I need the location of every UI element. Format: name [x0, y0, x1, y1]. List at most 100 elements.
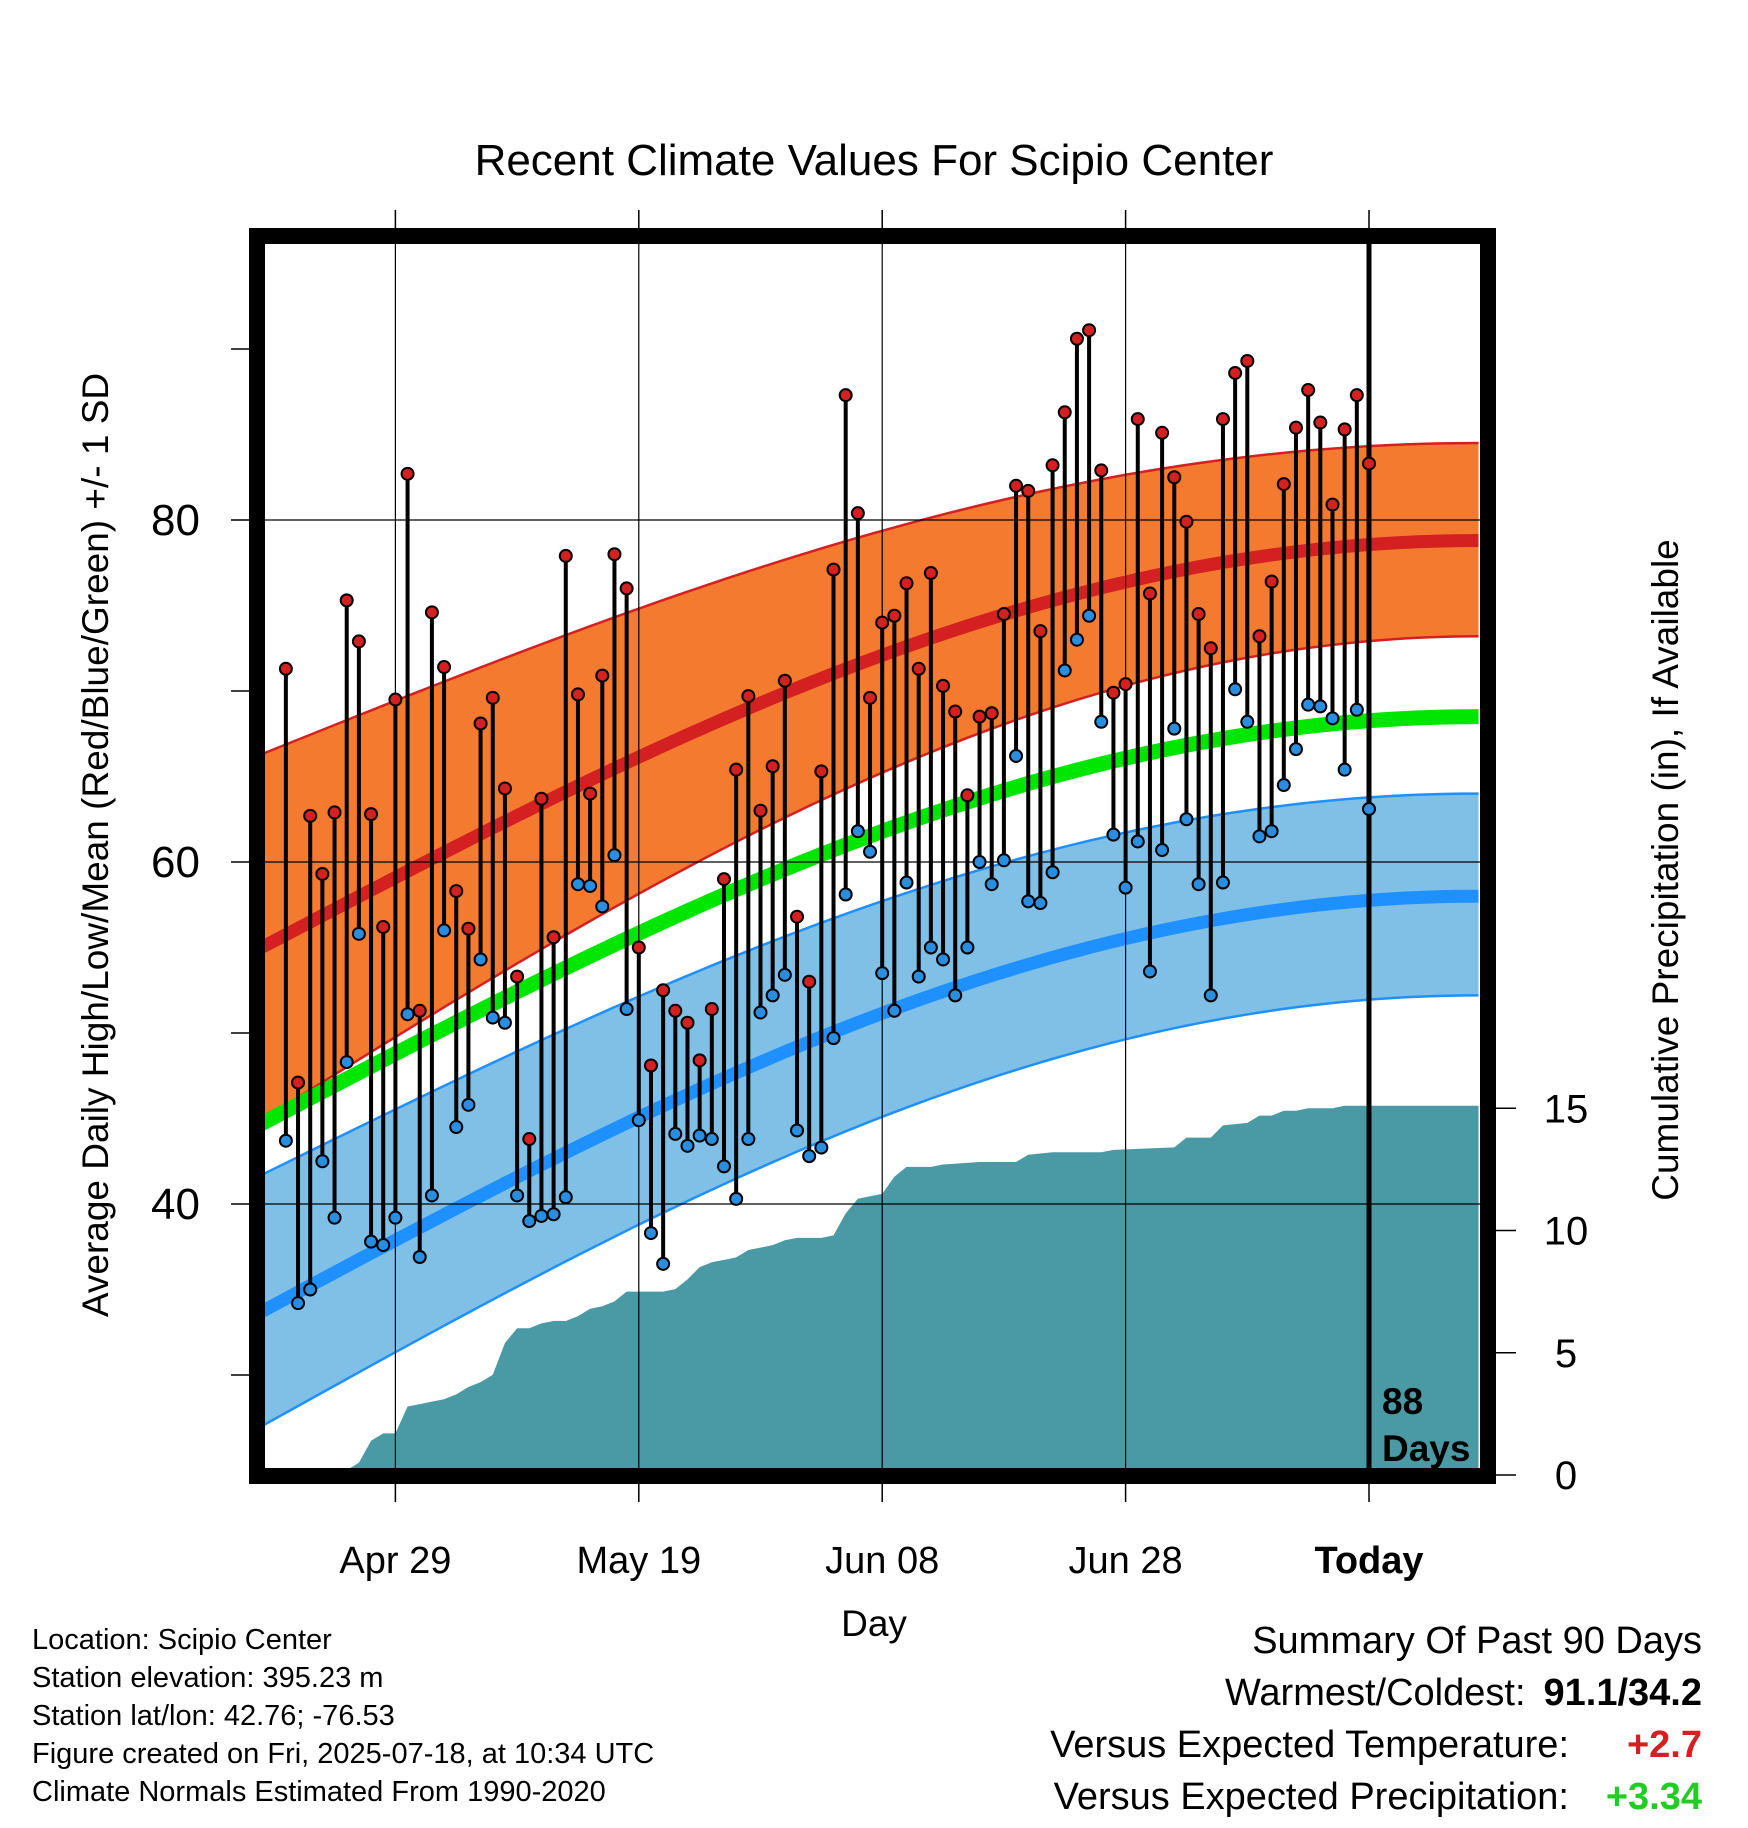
high-point — [631, 940, 646, 955]
low-point — [1337, 762, 1352, 777]
high-point — [510, 969, 525, 984]
high-point — [668, 1003, 683, 1018]
elevation-text: Station elevation: 395.23 m — [32, 1662, 384, 1694]
low-point — [643, 1226, 658, 1241]
high-point — [1240, 353, 1255, 368]
high-point — [1276, 477, 1291, 492]
low-point — [814, 1140, 829, 1155]
low-point — [704, 1132, 719, 1147]
high-point — [777, 673, 792, 688]
y2-tick-label: 15 — [1544, 1087, 1589, 1131]
high-sd-band-upper-edge — [265, 441, 1479, 755]
high-point — [911, 661, 926, 676]
low-point — [291, 1296, 306, 1311]
high-point — [473, 716, 488, 731]
low-point — [777, 967, 792, 982]
high-point — [376, 919, 391, 934]
high-point — [364, 807, 379, 822]
low-point — [753, 1005, 768, 1020]
low-point — [1301, 697, 1316, 712]
low-point — [376, 1238, 391, 1253]
low-point — [1191, 877, 1206, 892]
low-point — [303, 1282, 318, 1297]
low-point — [522, 1214, 537, 1229]
plot-area: 40 60 80 0 5 10 15 Apr 29 May 19 Jun 08 Jun 28 Toda… — [151, 210, 1588, 1582]
low-point — [984, 877, 999, 892]
summary-heading: Summary Of Past 90 Days — [1252, 1620, 1702, 1662]
high-point — [437, 660, 452, 675]
low-point — [1313, 699, 1328, 714]
high-point — [802, 974, 817, 989]
high-point — [936, 678, 951, 693]
high-point — [1215, 412, 1230, 427]
high-point — [960, 788, 975, 803]
high-point — [327, 805, 342, 820]
low-point — [1094, 714, 1109, 729]
summary-temp: Versus Expected Temperature: +2.7 — [1050, 1724, 1702, 1767]
low-point — [437, 923, 452, 938]
high-point — [1301, 383, 1316, 398]
low-point — [1264, 824, 1279, 839]
high-point — [449, 884, 464, 899]
low-point — [960, 940, 975, 955]
high-point — [522, 1132, 537, 1147]
low-point — [595, 899, 610, 914]
low-point — [631, 1113, 646, 1128]
low-point — [668, 1126, 683, 1141]
high-point — [753, 803, 768, 818]
low-point — [656, 1256, 671, 1271]
chart-title: Recent Climate Values For Scipio Center — [475, 136, 1274, 185]
high-point — [1167, 470, 1182, 485]
high-point — [1191, 607, 1206, 622]
low-point — [1118, 880, 1133, 895]
low-point — [1057, 663, 1072, 678]
low-sd-band-lower-edge — [265, 994, 1479, 1426]
low-point — [1252, 829, 1267, 844]
low-point — [1349, 702, 1364, 717]
low-point — [339, 1055, 354, 1070]
low-point — [923, 940, 938, 955]
precip-area — [350, 1105, 1479, 1468]
high-point — [1264, 574, 1279, 589]
low-point — [607, 848, 622, 863]
low-point — [570, 877, 585, 892]
high-point — [1094, 463, 1109, 478]
plot-frame — [249, 228, 1496, 1484]
high-point — [424, 605, 439, 620]
high-point — [899, 576, 914, 591]
temp-anomaly-label: Versus Expected Temperature: — [1050, 1724, 1569, 1766]
high-point — [485, 690, 500, 705]
low-point — [850, 824, 865, 839]
x-tick-label: Jun 28 — [1069, 1540, 1183, 1582]
low-point — [424, 1188, 439, 1203]
high-point — [1362, 456, 1376, 471]
high-point — [619, 581, 634, 596]
low-point — [449, 1120, 464, 1135]
high-point — [1179, 514, 1194, 529]
x-tick-label: Apr 29 — [339, 1540, 451, 1582]
high-point — [1288, 420, 1303, 435]
high-normal-line — [265, 534, 1479, 954]
low-point — [1106, 827, 1121, 842]
today-count-number: 88 — [1382, 1381, 1423, 1422]
low-point — [936, 952, 951, 967]
low-point — [485, 1010, 500, 1025]
high-point — [534, 791, 549, 806]
high-point — [351, 634, 366, 649]
x-axis-label: Day — [841, 1603, 907, 1644]
low-point — [1276, 778, 1291, 793]
y2-tick-label: 5 — [1555, 1332, 1577, 1376]
low-point — [278, 1133, 293, 1148]
high-point — [729, 762, 744, 777]
high-point — [461, 921, 476, 936]
latlon-text: Station lat/lon: 42.76; -76.53 — [32, 1700, 395, 1732]
high-point — [1057, 405, 1072, 420]
high-point — [1118, 677, 1133, 692]
warm-cold-value: 91.1/34.2 — [1543, 1672, 1702, 1714]
low-point — [741, 1132, 756, 1147]
low-point — [619, 1002, 634, 1017]
high-point — [595, 668, 610, 683]
low-sd-band — [265, 793, 1479, 1425]
x-tick-label: May 19 — [576, 1540, 701, 1582]
